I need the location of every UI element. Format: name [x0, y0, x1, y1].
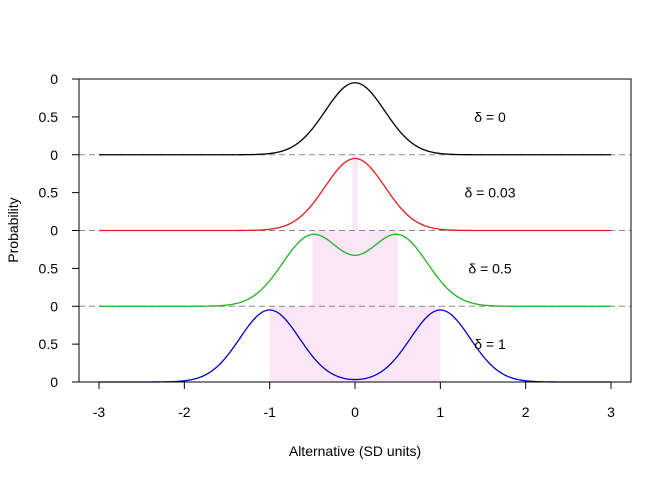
y-tick-label: 0 — [50, 71, 58, 87]
series-line — [99, 309, 611, 383]
shaded-regions — [269, 154, 441, 382]
x-tick-label: -2 — [178, 404, 191, 420]
x-tick-label: 2 — [522, 404, 530, 420]
y-tick-label: 0.5 — [39, 336, 59, 352]
series-labels: δ = 0 δ = 0.03 δ = 0.5 δ = 1 — [465, 109, 516, 352]
plot-area: δ = 0 δ = 0.03 δ = 0.5 δ = 1 — [78, 78, 632, 383]
density-curves — [99, 82, 611, 383]
x-tick-label: -1 — [263, 404, 276, 420]
series-line — [99, 157, 611, 232]
series-label: δ = 0.5 — [468, 260, 511, 276]
y-axis: 0 0.5 0 0.5 0 0.5 0 0.5 0 — [39, 71, 80, 390]
y-tick-label: 0.5 — [39, 260, 59, 276]
x-axis: -3 -2 -1 0 1 2 3 — [93, 381, 615, 420]
y-tick-label: 0.5 — [39, 109, 59, 125]
series-line — [99, 233, 611, 307]
x-tick-label: 0 — [351, 404, 359, 420]
shaded-interval — [312, 230, 398, 307]
x-tick-label: 1 — [436, 404, 444, 420]
series-label: δ = 0.03 — [465, 185, 516, 201]
series-label: δ = 0 — [474, 109, 506, 125]
x-tick-label: -3 — [93, 404, 106, 420]
series-label: δ = 1 — [474, 336, 506, 352]
x-axis-title: Alternative (SD units) — [289, 443, 421, 459]
y-tick-label: 0.5 — [39, 185, 59, 201]
y-axis-title: Probability — [5, 197, 21, 262]
shaded-interval — [352, 154, 358, 231]
shaded-interval — [269, 306, 441, 382]
y-tick-label: 0 — [50, 223, 58, 239]
y-tick-label: 0 — [50, 298, 58, 314]
x-tick-label: 3 — [607, 404, 615, 420]
y-tick-label: 0 — [50, 374, 58, 390]
series-line — [99, 82, 611, 156]
y-tick-label: 0 — [50, 147, 58, 163]
